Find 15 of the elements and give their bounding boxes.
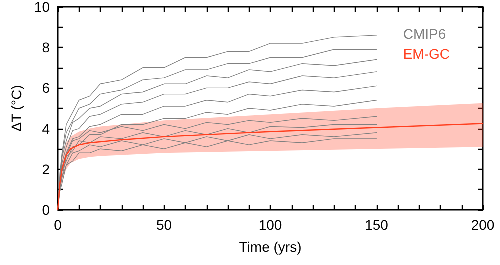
x-tick-label: 50 bbox=[156, 217, 172, 233]
y-tick-label: 10 bbox=[34, 0, 50, 15]
y-axis-title: ΔT (°C) bbox=[8, 85, 25, 132]
y-tick-label: 4 bbox=[42, 120, 50, 137]
y-tick-label: 8 bbox=[42, 40, 50, 56]
y-tick-label: 0 bbox=[42, 202, 50, 218]
y-tick-label: 6 bbox=[42, 80, 50, 96]
x-axis-title: Time (yrs) bbox=[239, 239, 302, 255]
text: EM-GC bbox=[403, 46, 450, 62]
x-tick-label: 0 bbox=[54, 217, 62, 233]
x-tick-label: 150 bbox=[365, 217, 389, 233]
series-label: CMIP6 bbox=[403, 26, 446, 42]
y-tick-label: 2 bbox=[42, 161, 50, 178]
x-tick-label: 100 bbox=[258, 217, 282, 233]
x-tick-label: 200 bbox=[471, 217, 495, 233]
